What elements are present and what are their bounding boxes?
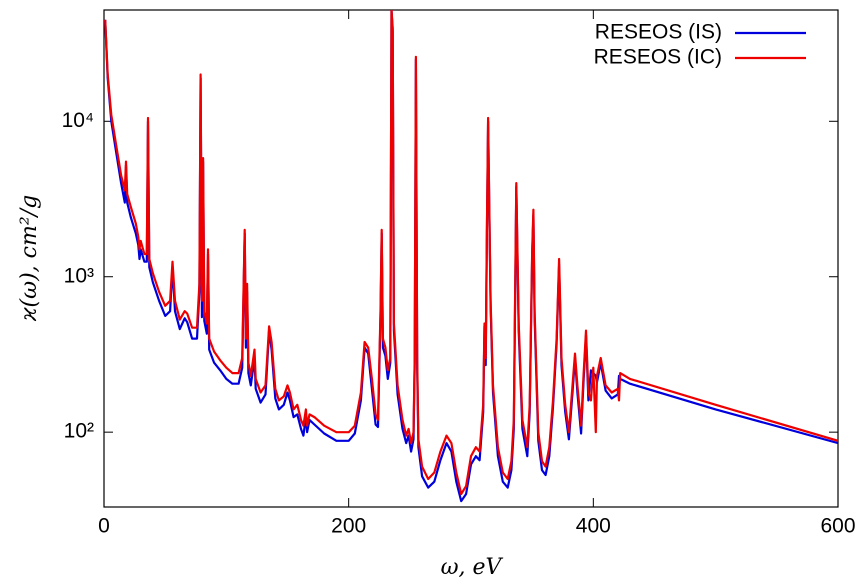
legend-label: RESEOS (IS): [595, 21, 722, 44]
x-tick-label: 200: [331, 515, 366, 538]
series-line: [104, 10, 838, 503]
y-tick-label: 10³: [64, 264, 94, 287]
series-line: [104, 10, 838, 496]
x-tick-label: 0: [98, 515, 110, 538]
y-tick-label: 10²: [64, 420, 94, 443]
plot-frame: [103, 9, 839, 508]
legend-label: RESEOS (IC): [594, 46, 722, 69]
y-axis-label: ϰ(ω), cm²/g: [17, 195, 42, 322]
x-tick-label: 400: [576, 515, 611, 538]
plot-area: [104, 10, 838, 503]
y-tick-label: 10⁴: [62, 109, 94, 132]
x-axis-label: ω, eV: [441, 555, 504, 580]
x-tick-label: 600: [820, 515, 855, 538]
